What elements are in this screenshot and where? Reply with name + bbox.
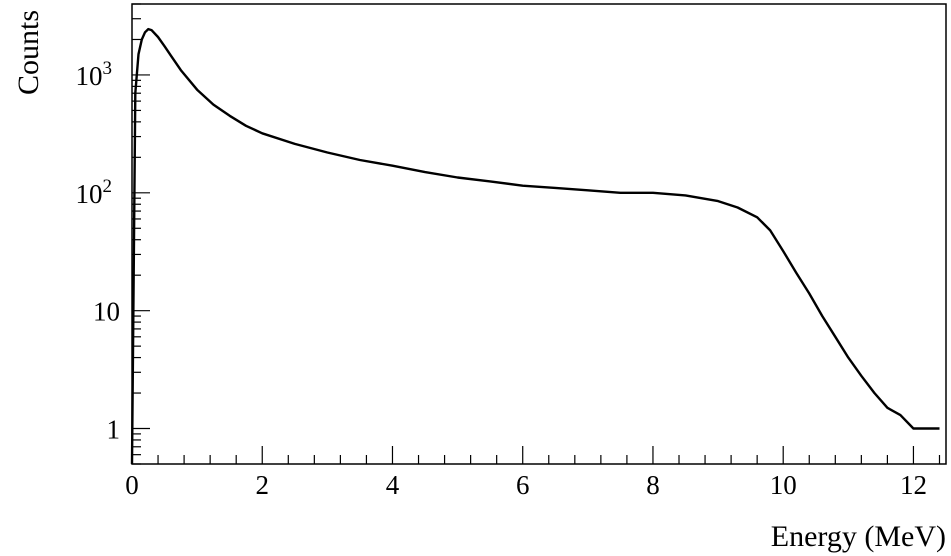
x-tick-label: 12 [900,470,927,500]
x-axis: 0 2 4 6 8 10 12 [125,446,941,500]
y-tick-label: 102 [76,176,113,209]
x-tick-label: 10 [770,470,797,500]
x-tick-label: 4 [386,470,400,500]
plot-frame [131,3,947,465]
y-axis: 1 10 102 103 [76,3,150,465]
y-axis-label: Counts [12,10,45,95]
series-layer [130,27,940,465]
x-tick-label: 6 [516,470,530,500]
y-tick-label: 103 [76,58,113,91]
y-tick-label: 1 [107,415,121,445]
y-tick-label: 10 [93,297,120,327]
x-tick-label: 8 [646,470,660,500]
x-axis-label: Energy (MeV) [771,520,946,553]
series-line [130,27,940,465]
x-tick-label: 0 [125,470,139,500]
x-tick-label: 2 [255,470,269,500]
